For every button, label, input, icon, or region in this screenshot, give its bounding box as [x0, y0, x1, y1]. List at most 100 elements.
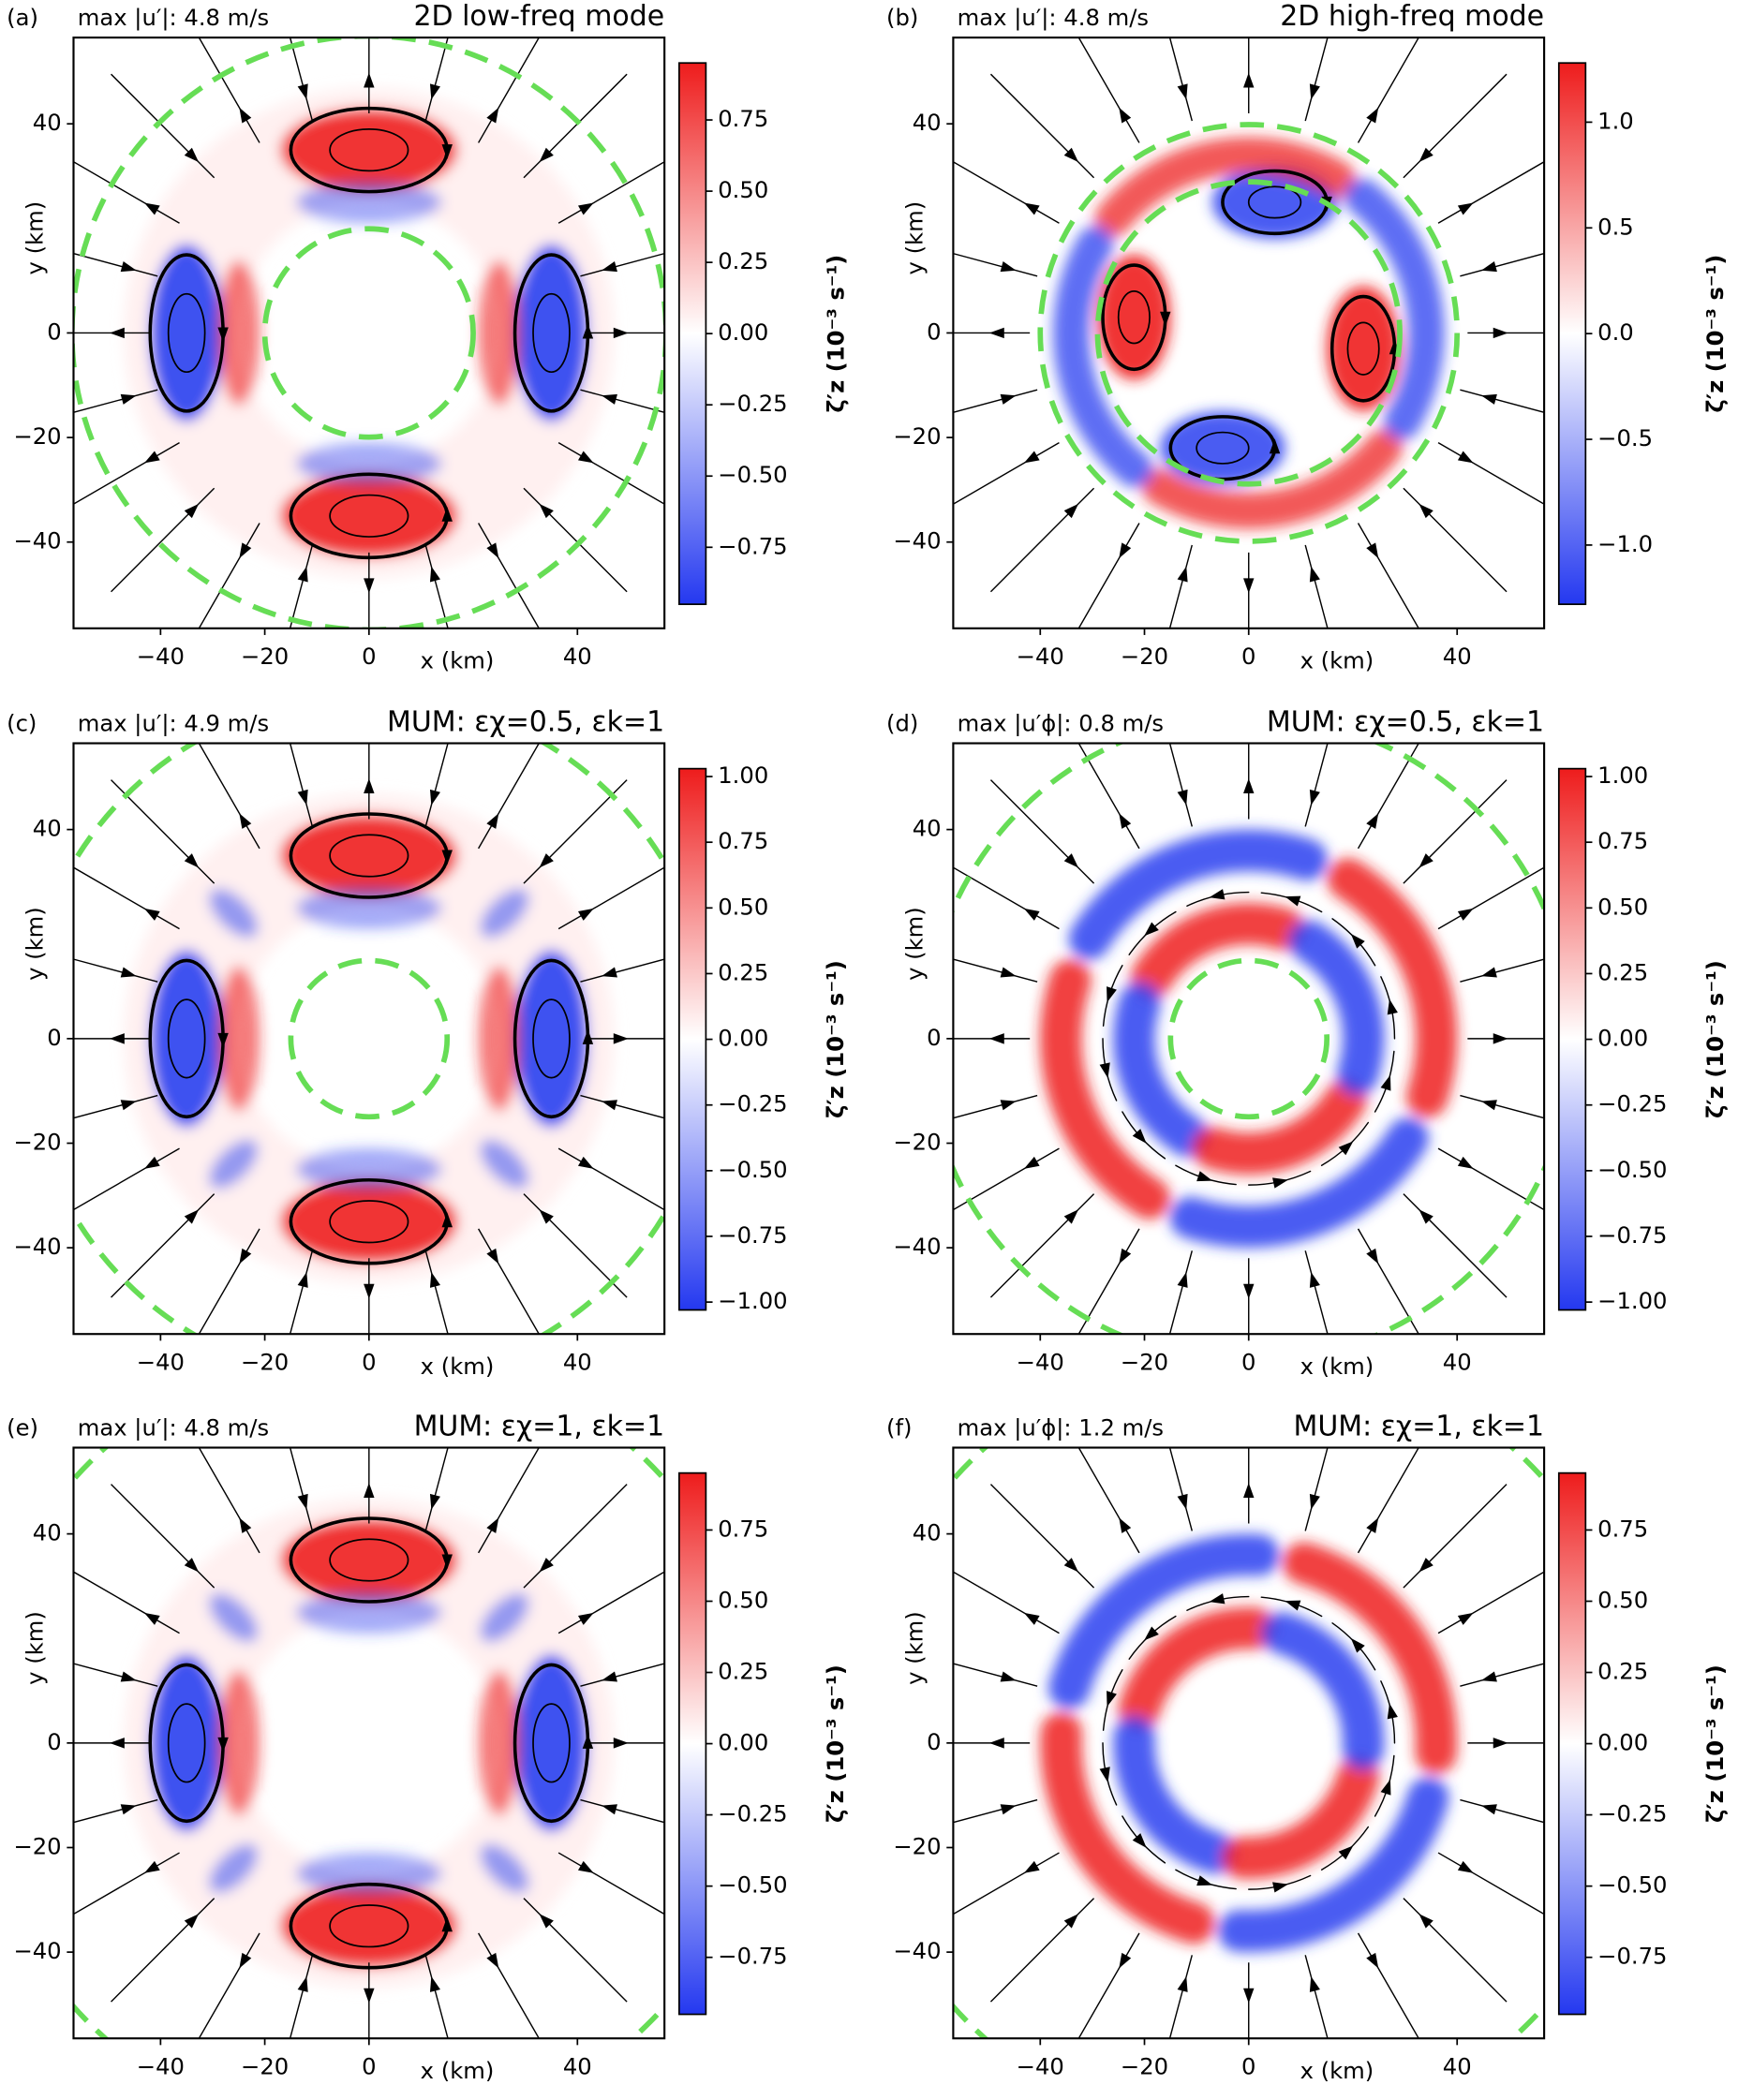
field	[953, 37, 1545, 629]
streamline-arrow	[1243, 777, 1255, 793]
colorbar-tick-label: 0.25	[1597, 958, 1648, 985]
streamline-arrow	[1063, 1558, 1079, 1573]
vorticity-blob	[208, 1139, 259, 1190]
streamline	[989, 1193, 1095, 1298]
streamline-arrow	[1144, 1626, 1159, 1641]
vorticity-arc	[1040, 1712, 1215, 1945]
streamline	[532, 998, 571, 1079]
vorticity-arc	[1040, 959, 1170, 1220]
annotation: max |u′|: 4.8 m/s	[958, 4, 1149, 31]
streamline-arrow	[143, 1860, 160, 1873]
streamline-arrow	[1419, 147, 1433, 163]
vorticity-blob	[478, 1669, 521, 1816]
streamline-arrow	[539, 1914, 554, 1929]
streamline-arrow	[217, 327, 229, 343]
colorbar-tick-label: −0.25	[718, 1800, 787, 1827]
streamline-arrow	[184, 503, 200, 519]
streamline-arrow	[1480, 1671, 1497, 1682]
vorticity-blob	[480, 1139, 529, 1190]
x-axis-label: x (km)	[1300, 646, 1374, 673]
streamline	[1117, 290, 1151, 345]
colorbar-tick-label: −1.00	[1597, 1287, 1667, 1314]
vorticity-arc	[1192, 1078, 1367, 1175]
colorbar	[1557, 767, 1587, 1311]
streamline	[1403, 73, 1508, 179]
streamline-arrow	[143, 1612, 160, 1625]
streamline-arrow	[1177, 1272, 1188, 1288]
streamline-arrow	[364, 777, 375, 793]
colorbar-tick-label: 1.0	[1597, 107, 1634, 134]
vorticity	[1052, 137, 1445, 529]
streamline	[523, 1484, 628, 1589]
y-tick-label: 0	[927, 318, 941, 345]
colorbar-tick-label: 0.25	[718, 958, 768, 985]
streamlines	[73, 1447, 665, 2039]
y-tick-label: −40	[13, 1937, 61, 1964]
streamline-arrow	[486, 1248, 499, 1264]
streamline	[557, 1571, 665, 1634]
colorbar-label: ζ′z (10⁻³ s⁻¹)	[1701, 960, 1729, 1118]
streamline-arrow	[1269, 438, 1281, 454]
streamline-arrow	[1480, 393, 1497, 405]
streamline-arrow	[1209, 889, 1226, 900]
streamline-arrow	[364, 72, 375, 88]
streamline-arrow	[1387, 1703, 1398, 1720]
y-tick-label: 40	[913, 1519, 942, 1546]
streamline-arrow	[143, 908, 160, 921]
streamline	[523, 1898, 628, 2003]
streamline-arrow	[364, 1988, 375, 2004]
streamline-arrow	[239, 1248, 252, 1264]
colorbar-tick-label: −0.50	[1597, 1156, 1667, 1183]
x-tick-label: 0	[362, 643, 376, 670]
y-tick-label: −20	[893, 1832, 941, 1859]
vorticity	[1040, 829, 1458, 1248]
streamline-arrow	[120, 1804, 137, 1815]
streamline	[1168, 1447, 1193, 1531]
x-tick-label: −40	[1017, 2053, 1064, 2080]
colorbar-tick-label: 0.75	[718, 105, 768, 132]
streamline	[73, 1571, 180, 1634]
streamline-arrow	[1119, 1517, 1132, 1533]
streamline-arrow	[239, 1517, 252, 1533]
streamline-arrow	[1457, 202, 1474, 215]
vorticity-blob	[280, 1179, 458, 1264]
colorbar-tick-label: −0.75	[1597, 1943, 1667, 1970]
streamline	[478, 523, 541, 629]
streamline-arrow	[441, 1212, 453, 1228]
streamline	[1403, 1484, 1508, 1589]
streamline	[1437, 160, 1545, 224]
vorticity-blob	[480, 888, 529, 939]
colorbar	[1557, 62, 1587, 605]
streamline-arrow	[1000, 967, 1017, 978]
streamline-arrow	[1338, 1845, 1354, 1860]
vorticity-blob	[514, 1654, 588, 1832]
vorticity-arc	[1283, 1542, 1458, 1774]
x-tick-label: −20	[241, 643, 289, 670]
streamline	[289, 1447, 314, 1531]
streamline-arrow	[120, 967, 137, 978]
streamline-arrow	[1023, 1156, 1040, 1169]
streamline	[73, 160, 180, 224]
streamline-arrow	[1419, 1914, 1433, 1929]
y-tick-label: −40	[893, 1937, 941, 1964]
streamline-arrow	[120, 261, 137, 273]
colorbar-label: ζ′z (10⁻³ s⁻¹)	[1701, 1664, 1729, 1823]
y-tick-label: −40	[893, 527, 941, 555]
colorbar-tick-label: 0.50	[718, 1586, 768, 1613]
colorbar-tick-label: 0.50	[1597, 893, 1648, 920]
vorticity-blob	[280, 1518, 458, 1603]
streamline-arrow	[1177, 566, 1188, 583]
y-tick-label: −40	[893, 1233, 941, 1260]
streamline-arrow	[539, 853, 554, 868]
streamline	[167, 292, 206, 374]
streamline	[1077, 523, 1140, 629]
vorticity-blob	[150, 1654, 224, 1832]
panel-label: (d)	[886, 710, 918, 737]
streamline-arrow	[429, 1272, 440, 1288]
panel: −40 −20 0 40 −40 −20 0 40 x (km) y (km) (b) max |u′…	[886, 0, 1729, 673]
streamline-arrow	[1196, 1875, 1213, 1886]
streamline-arrow	[1457, 908, 1474, 921]
colorbar	[1557, 1471, 1587, 2016]
streamline-arrow	[1119, 813, 1132, 829]
colorbar-label: ζ′z (10⁻³ s⁻¹)	[822, 960, 849, 1118]
